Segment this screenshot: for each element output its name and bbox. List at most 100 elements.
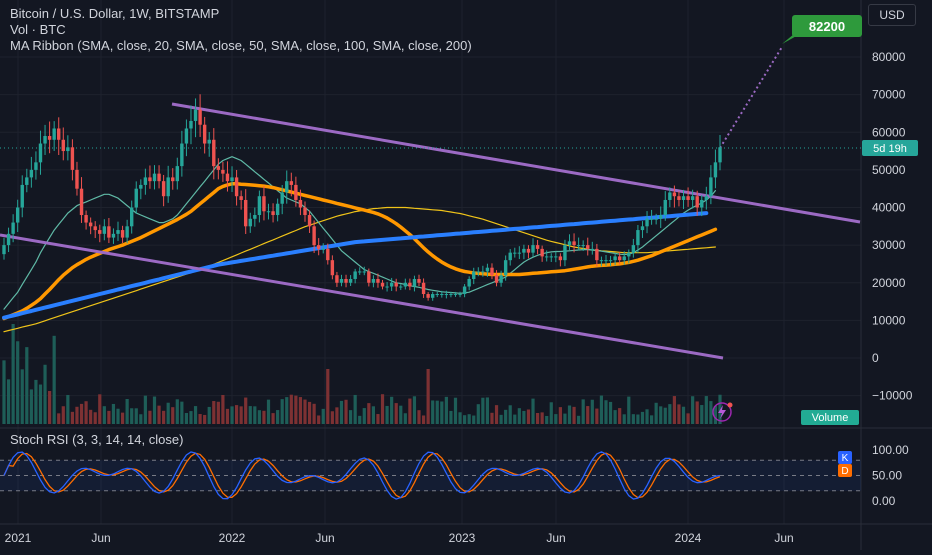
price-axis[interactable] [861, 0, 932, 550]
stoch-axis-label: 50.00 [872, 469, 902, 483]
volume-bar [567, 405, 572, 424]
volume-badge [801, 410, 859, 425]
volume-bar [526, 409, 531, 424]
candle-body [193, 109, 198, 121]
candle-body [225, 173, 230, 182]
candle-body [339, 278, 344, 283]
candle-body [326, 248, 330, 261]
candle-body [399, 286, 403, 288]
volume-bar [654, 402, 658, 424]
candle-body [207, 139, 211, 144]
volume-bar [613, 410, 617, 424]
candle-body [216, 166, 221, 170]
candle-body [175, 166, 179, 182]
candle-body [230, 177, 234, 182]
candle-body [408, 282, 412, 287]
candle-body [663, 199, 667, 216]
candle-body [88, 222, 93, 227]
volume-bar [307, 401, 312, 424]
volume-bar [34, 379, 38, 424]
candle-body [627, 252, 631, 257]
candle-body [34, 162, 38, 170]
price-axis-label: 60000 [872, 125, 906, 139]
candle-body [417, 278, 421, 283]
candle-body [262, 196, 266, 212]
candle-body [458, 294, 462, 296]
trend-channel[interactable] [0, 46, 861, 360]
candle-body [221, 169, 225, 174]
candle-body [2, 245, 6, 255]
volume-bar [61, 406, 65, 424]
volume-bar [89, 409, 93, 424]
symbol-title[interactable]: Bitcoin / U.S. Dollar, 1W, BITSTAMP [10, 6, 220, 21]
currency-button[interactable]: USD [868, 4, 916, 26]
price-axis-label: 0 [872, 351, 879, 365]
candle-body [139, 184, 143, 189]
candle-body [645, 218, 649, 227]
candle-body [654, 218, 658, 220]
candle-body [66, 147, 70, 152]
candle-body [640, 226, 645, 231]
candle-body [572, 241, 576, 246]
volume-bar [29, 389, 33, 424]
candle-body [513, 252, 517, 254]
main-pane[interactable] [0, 0, 861, 428]
volume-bar [458, 412, 462, 424]
candle-body [535, 245, 540, 249]
candle-body [467, 278, 471, 287]
candle-body [303, 207, 307, 216]
volume-legend[interactable]: Vol · BTC [10, 22, 66, 37]
volume-bar [221, 394, 225, 424]
volume-bar [84, 401, 88, 424]
candle-body [47, 136, 52, 140]
candle-body [75, 169, 79, 189]
volume-bar [43, 364, 47, 424]
volume-bar [257, 410, 261, 424]
volume-bar [171, 407, 175, 424]
volume-bar [102, 406, 106, 424]
candle-body [202, 124, 207, 144]
candle-body [540, 248, 544, 257]
volume-bar [303, 399, 307, 424]
time-axis-label: 2022 [219, 531, 246, 545]
time-axis-label: Jun [91, 531, 110, 545]
volume-bar [148, 410, 152, 424]
volume-bar [75, 406, 79, 424]
volume-bar [93, 412, 97, 424]
candle-body [253, 215, 257, 219]
volume-bar [230, 406, 234, 424]
volume-bar [330, 411, 334, 424]
volume-bar [608, 401, 613, 424]
volume-bar [20, 369, 24, 424]
candle-body [285, 181, 289, 193]
candle-body [148, 177, 152, 182]
volume-bar [358, 415, 362, 424]
candle-body [107, 226, 111, 238]
candle-body [522, 248, 526, 253]
volume-bar [494, 405, 499, 424]
volume-bar [545, 415, 549, 424]
volume-bar [636, 414, 640, 424]
volume-bar [57, 413, 61, 424]
volume-bar [66, 394, 70, 424]
volume-bar [212, 401, 216, 424]
volume-bar [335, 407, 339, 424]
ma-ribbon-legend[interactable]: MA Ribbon (SMA, close, 20, SMA, close, 5… [10, 38, 472, 53]
candle-body [358, 271, 362, 273]
candle-body [704, 196, 709, 200]
stoch-rsi-legend[interactable]: Stoch RSI (3, 3, 14, 14, close) [10, 432, 184, 447]
candle-body [472, 271, 476, 279]
notification-dot [727, 402, 733, 408]
candle-body [70, 147, 75, 170]
candle-body [102, 226, 107, 234]
volume-bar [631, 414, 635, 424]
candle-body [52, 128, 56, 140]
volume-bar [326, 369, 330, 424]
volume-bar [162, 410, 166, 424]
volume-bar [440, 401, 444, 424]
countdown-label: 5d 19h [873, 143, 907, 155]
candle-body [481, 271, 485, 273]
candle-body [440, 294, 444, 296]
